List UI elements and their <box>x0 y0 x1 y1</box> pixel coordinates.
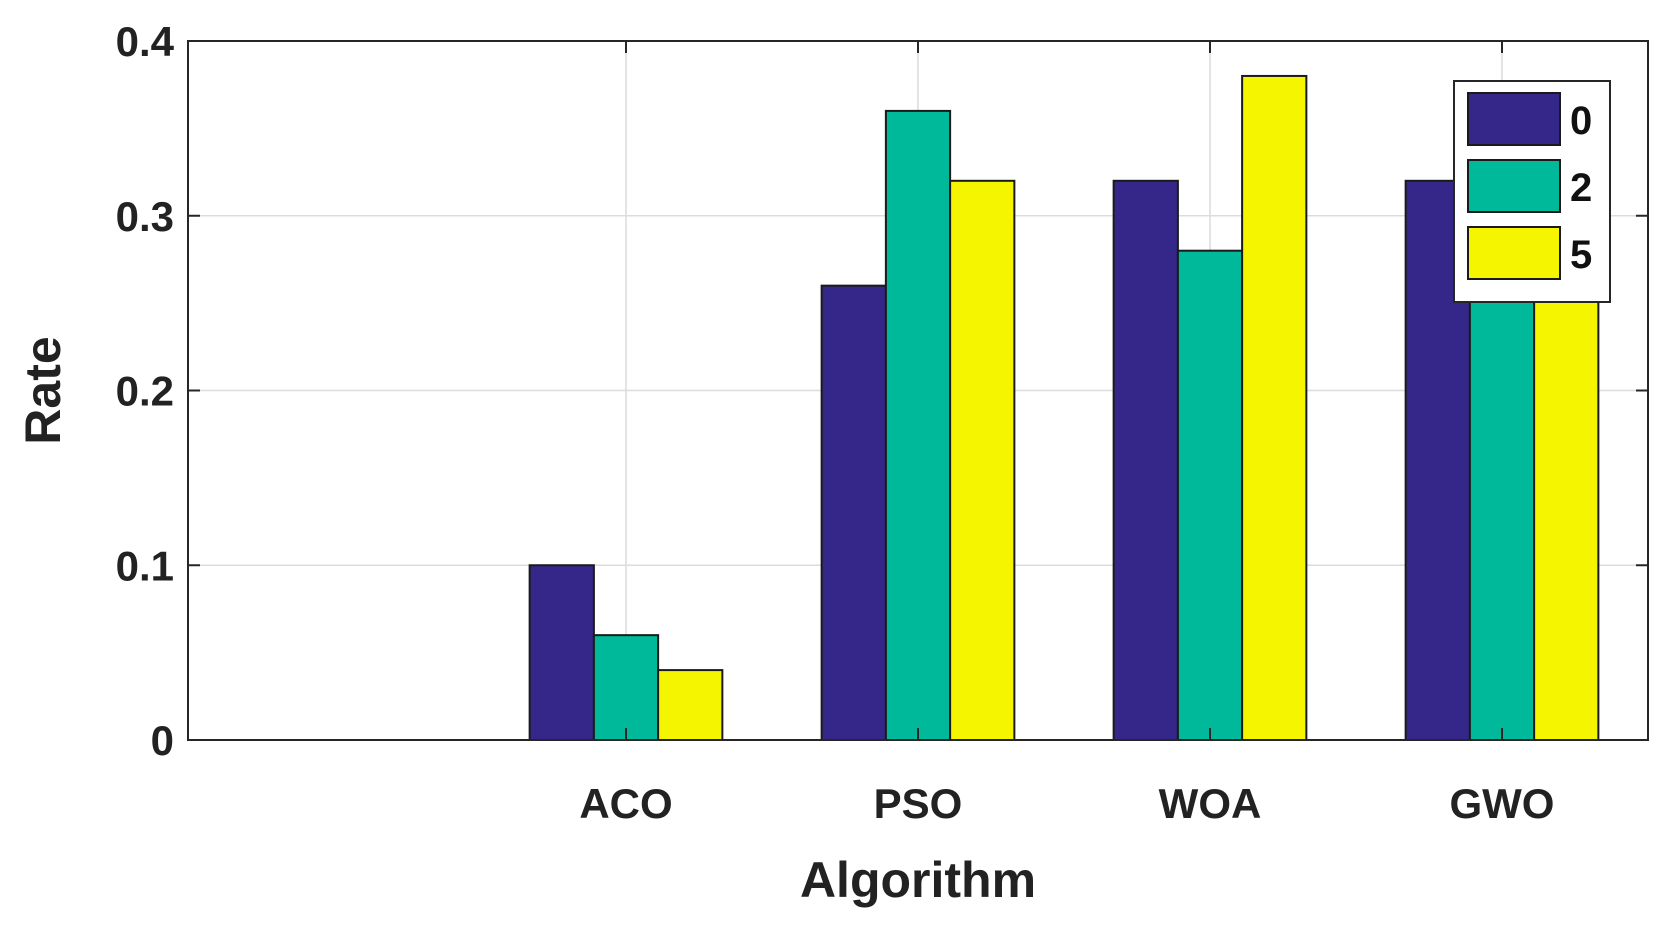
legend-swatch-0 <box>1467 92 1561 146</box>
y-tick-label: 0.4 <box>116 18 175 65</box>
legend-label-5: 5 <box>1570 233 1592 277</box>
y-tick-label: 0 <box>151 717 174 764</box>
legend-swatch-2 <box>1467 159 1561 213</box>
bar-gwo-series-2 <box>1468 214 1536 741</box>
bar-woa-series-2 <box>1176 249 1244 741</box>
bar-gwo-series-5 <box>1533 284 1600 741</box>
bars <box>528 74 1600 742</box>
bar-pso-series-2 <box>884 109 952 741</box>
legend-label-0: 0 <box>1570 99 1592 143</box>
x-tick-label-woa: WOA <box>1159 780 1262 827</box>
x-tick-labels: ACO PSO WOA GWO <box>579 780 1554 827</box>
x-tick-label-gwo: GWO <box>1450 780 1555 827</box>
y-axis-title: Rate <box>15 336 71 444</box>
bar-pso-series-0 <box>820 284 887 741</box>
bar-aco-series-5 <box>657 669 724 741</box>
bar-pso-series-5 <box>949 179 1016 742</box>
y-tick-labels: 0 0.1 0.2 0.3 0.4 <box>116 18 175 764</box>
bar-woa-series-5 <box>1241 74 1308 741</box>
legend-label-2: 2 <box>1570 166 1592 210</box>
bar-woa-series-0 <box>1112 179 1179 742</box>
y-tick-label: 0.3 <box>116 193 174 240</box>
x-tick-label-pso: PSO <box>874 780 963 827</box>
x-tick-label-aco: ACO <box>579 780 672 827</box>
y-tick-label: 0.1 <box>116 542 174 589</box>
y-tick-label: 0.2 <box>116 368 174 415</box>
axis-ticks <box>188 40 1648 741</box>
bar-aco-series-0 <box>528 564 595 741</box>
x-axis-title: Algorithm <box>800 852 1036 908</box>
legend: 0 2 5 <box>1453 80 1611 303</box>
legend-swatch-5 <box>1467 226 1561 280</box>
bar-aco-series-2 <box>592 634 660 742</box>
